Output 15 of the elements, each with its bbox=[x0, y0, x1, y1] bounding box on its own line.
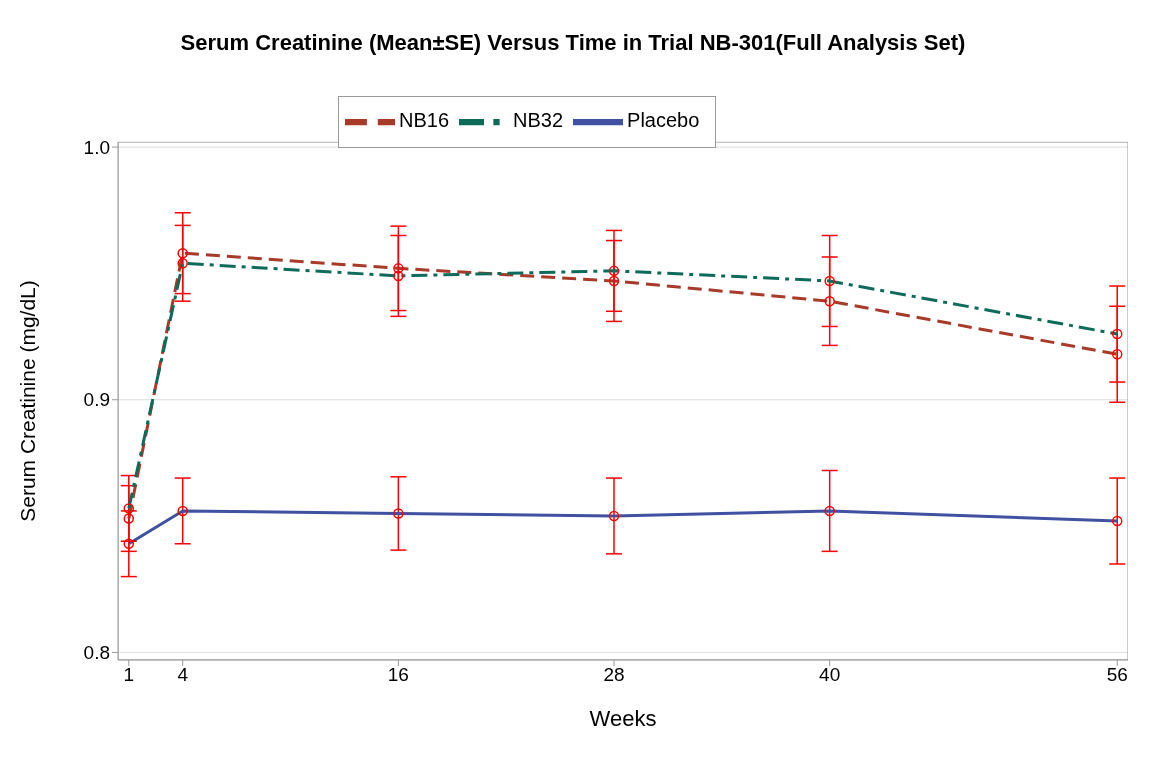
chart-title: Serum Creatinine (Mean±SE) Versus Time in Trial NB-301(Full Analysis Set) bbox=[179, 29, 967, 57]
x-tick-label: 56 bbox=[1106, 664, 1128, 686]
y-tick-label: 1.0 bbox=[83, 136, 110, 158]
legend-label: NB16 bbox=[399, 109, 450, 132]
legend-label: NB32 bbox=[513, 109, 564, 132]
x-tick-label: 40 bbox=[819, 664, 841, 686]
y-axis-title: Serum Creatinine (mg/dL) bbox=[16, 280, 40, 522]
x-tick-label: 28 bbox=[603, 664, 625, 686]
x-tick-label: 4 bbox=[177, 664, 189, 686]
x-tick-label: 1 bbox=[123, 664, 135, 686]
x-tick-label: 16 bbox=[387, 664, 409, 686]
y-tick-label: 0.9 bbox=[83, 389, 110, 411]
x-axis-title: Weeks bbox=[589, 706, 657, 731]
y-tick-label: 0.8 bbox=[83, 642, 110, 664]
legend-label: Placebo bbox=[627, 109, 700, 132]
